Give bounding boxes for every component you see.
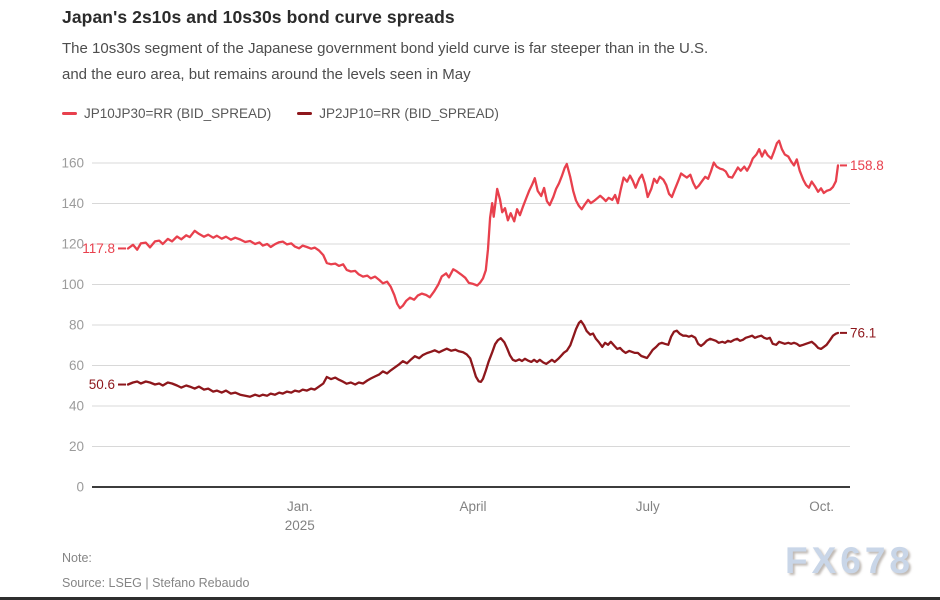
y-tick-label-100: 100 [61, 277, 84, 292]
source-attribution: Source: LSEG | Stefano Rebaudo [62, 576, 250, 590]
chart-subtitle-line1: The 10s30s segment of the Japanese gover… [62, 40, 709, 57]
fx678-watermark: FX678 [784, 540, 914, 581]
legend-item-jp10jp30: JP10JP30=RR (BID_SPREAD) [62, 106, 271, 121]
x-tick-label-April: April [460, 499, 487, 514]
x-tick-year-label: 2025 [285, 518, 315, 533]
chart-subtitle-line2: and the euro area, but remains around th… [62, 66, 471, 83]
x-tick-label-Oct: Oct. [809, 499, 834, 514]
legend-label-jp2jp10: JP2JP10=RR (BID_SPREAD) [319, 106, 499, 121]
y-tick-label-40: 40 [69, 399, 84, 414]
series-line-1 [126, 319, 840, 398]
legend-label-jp10jp30: JP10JP30=RR (BID_SPREAD) [84, 106, 272, 121]
y-tick-label-0: 0 [76, 480, 84, 495]
x-tick-label-Jan: Jan. [287, 499, 313, 514]
series-start-value-label-1: 50.6 [89, 377, 115, 392]
legend-swatch-jp10jp30-icon [62, 111, 77, 116]
bottom-border-strip [0, 597, 940, 600]
series-end-value-label-1: 76.1 [850, 325, 876, 340]
note-label: Note: [62, 551, 92, 565]
y-tick-label-20: 20 [69, 439, 84, 454]
legend: JP10JP30=RR (BID_SPREAD) JP2JP10=RR (BID… [62, 106, 499, 121]
series-end-value-label-0: 158.8 [850, 158, 884, 173]
y-tick-label-160: 160 [61, 156, 84, 171]
series-start-value-label-0: 117.8 [82, 241, 115, 256]
y-tick-label-60: 60 [69, 358, 84, 373]
x-tick-label-July: July [636, 499, 660, 514]
y-tick-label-120: 120 [61, 237, 84, 252]
chart-title: Japan's 2s10s and 10s30s bond curve spre… [62, 7, 455, 27]
series-line-0 [126, 139, 840, 310]
legend-item-jp2jp10: JP2JP10=RR (BID_SPREAD) [297, 106, 499, 121]
legend-swatch-jp2jp10-icon [297, 111, 313, 116]
y-tick-label-140: 140 [61, 196, 84, 211]
y-tick-label-80: 80 [69, 318, 84, 333]
